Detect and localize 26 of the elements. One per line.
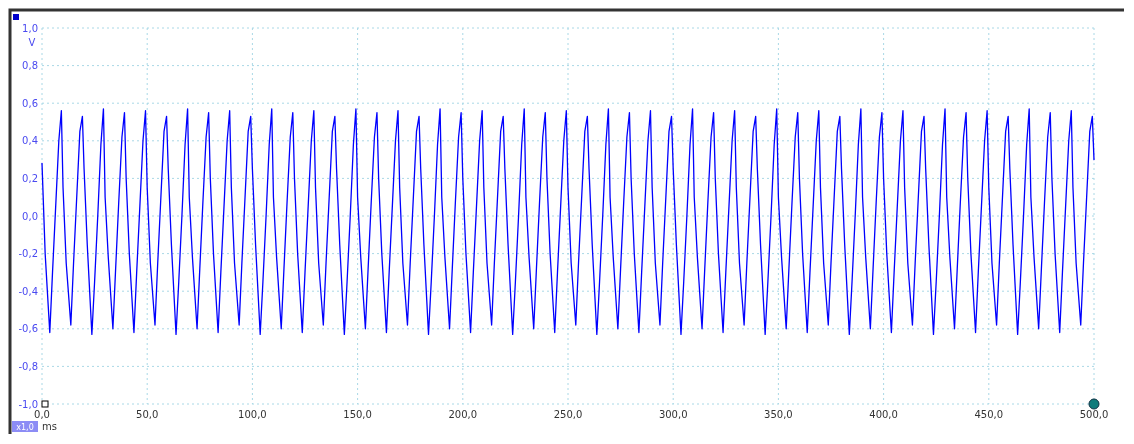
x-tick-label: 50,0	[136, 409, 159, 420]
y-tick-label: -0,8	[18, 360, 38, 372]
y-tick-label: -0,6	[18, 323, 38, 335]
text: x1,0	[16, 423, 34, 432]
line-series	[41, 108, 1095, 336]
y-tick-label: 0,8	[22, 60, 38, 72]
y-tick-label: 0,6	[22, 97, 38, 109]
x-tick-label: 150,0	[343, 409, 372, 420]
x-tick-label: 100,0	[238, 409, 267, 420]
y-axis-title: V	[28, 36, 36, 48]
x-tick-label: 200,0	[448, 409, 478, 420]
x-tick-label: 450,0	[974, 409, 1004, 420]
x-tick-label: 250,0	[553, 409, 583, 420]
x-tick-label: 300,0	[658, 409, 688, 420]
y-tick-label: -0,2	[18, 248, 38, 260]
y-tick-label: 0,4	[22, 135, 38, 147]
x-tick-label: 500,0	[1079, 409, 1109, 420]
y-tick-label: -0,4	[18, 285, 38, 297]
x-tick-label: 350,0	[764, 409, 793, 420]
x-axis-title: ms	[42, 421, 57, 432]
y-tick-label: 0,2	[22, 172, 38, 184]
y-tick-label: 1,0	[22, 22, 38, 34]
y-tick-label: -1,0	[18, 398, 38, 410]
y-tick-label: 0,0	[22, 210, 38, 222]
x-tick-label: 400,0	[869, 409, 898, 420]
x-tick-label: 0,0	[34, 409, 50, 420]
